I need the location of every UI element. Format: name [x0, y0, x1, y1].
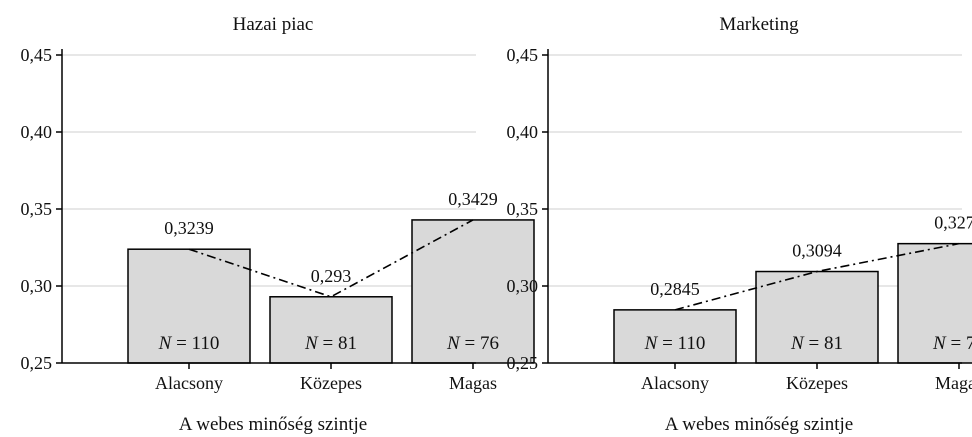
bar-magas: [411, 219, 535, 364]
n-symbol: N: [932, 333, 947, 354]
data-label: 0,3094: [792, 241, 842, 261]
data-label: 0,3429: [448, 189, 498, 209]
y-tick-label: 0,30: [21, 276, 53, 296]
x-tick-label: Közepes: [786, 373, 848, 393]
chart-panel-hazai-piac: 0,25 0,30 0,35 0,40 0,45 Alacsony Közepes Magas…: [21, 14, 535, 435]
equals-sign: =: [657, 333, 677, 354]
n-value: 81: [824, 333, 843, 354]
sample-size-label: N = 110: [644, 333, 706, 354]
chart-title: Hazai piac: [233, 14, 314, 35]
equals-sign: =: [318, 333, 338, 354]
equals-sign: =: [804, 333, 824, 354]
x-tick-label: Alacsony: [155, 373, 223, 393]
y-tick-label: 0,40: [507, 122, 539, 142]
x-axis-title: A webes minőség szintje: [179, 414, 367, 435]
sample-size-label: N = 81: [304, 333, 357, 354]
n-value: 110: [192, 333, 220, 354]
x-tick-label: Magas: [449, 373, 497, 393]
n-value: 76: [966, 333, 972, 354]
equals-sign: =: [171, 333, 191, 354]
y-tick-label: 0,40: [21, 122, 53, 142]
bar-alacsony: [127, 248, 251, 364]
data-label: 0,2845: [650, 279, 700, 299]
n-symbol: N: [446, 333, 461, 354]
bar-magas: [897, 242, 972, 364]
x-axis-title: A webes minőség szintje: [665, 414, 853, 435]
n-value: 76: [480, 333, 499, 354]
n-symbol: N: [790, 333, 805, 354]
n-symbol: N: [304, 333, 319, 354]
data-label: 0,293: [311, 266, 352, 286]
bar-közepes: [755, 270, 879, 364]
y-tick-label: 0,25: [21, 353, 53, 373]
x-tick-label: Magas: [935, 373, 972, 393]
sample-size-label: N = 76: [932, 333, 972, 354]
y-tick-label: 0,30: [507, 276, 539, 296]
y-tick-label: 0,45: [21, 45, 53, 65]
equals-sign: =: [946, 333, 966, 354]
sample-size-label: N = 110: [158, 333, 220, 354]
y-tick-label: 0,35: [507, 199, 539, 219]
data-label: 0,3275: [934, 213, 972, 233]
sample-size-label: N = 81: [790, 333, 843, 354]
n-symbol: N: [644, 333, 659, 354]
x-tick-label: Közepes: [300, 373, 362, 393]
n-value: 110: [678, 333, 706, 354]
n-value: 81: [338, 333, 357, 354]
equals-sign: =: [460, 333, 480, 354]
chart-panel-marketing: 0,25 0,30 0,35 0,40 0,45 Alacsony Közepes Magas…: [507, 14, 972, 435]
trend-line: [674, 242, 960, 311]
bar-alacsony: [613, 309, 737, 364]
sample-size-label: N = 76: [446, 333, 499, 354]
x-tick-label: Alacsony: [641, 373, 709, 393]
y-tick-label: 0,45: [507, 45, 539, 65]
y-tick-label: 0,25: [507, 353, 539, 373]
data-label: 0,3239: [164, 218, 214, 238]
n-symbol: N: [158, 333, 173, 354]
y-tick-label: 0,35: [21, 199, 53, 219]
chart-title: Marketing: [719, 14, 799, 35]
